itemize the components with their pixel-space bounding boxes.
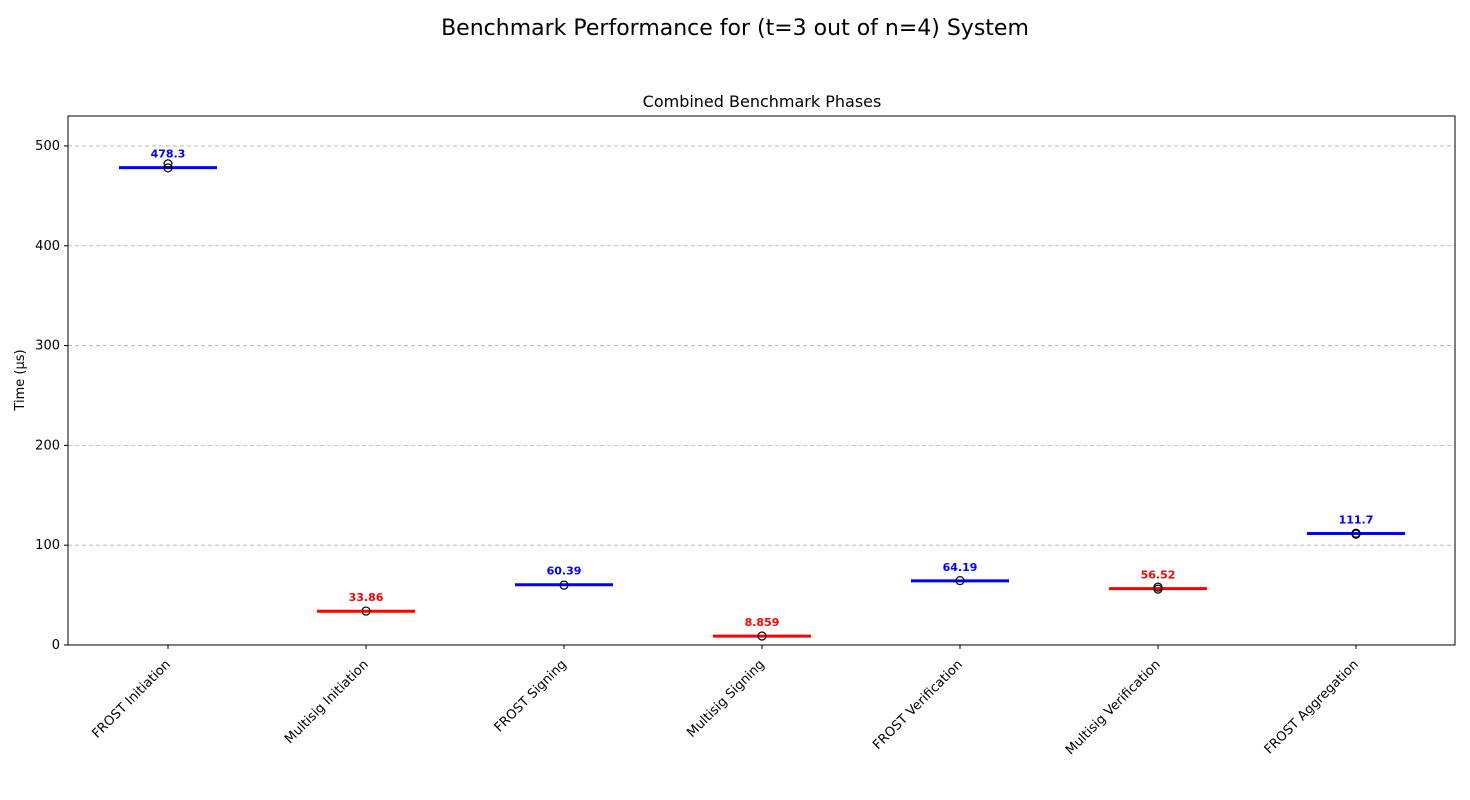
chart-title: Combined Benchmark Phases	[643, 92, 882, 111]
y-axis: 0 100 200 300 400 500	[35, 139, 68, 653]
value-label: 64.19	[943, 561, 978, 574]
chart-suptitle: Benchmark Performance for (t=3 out of n=…	[441, 16, 1029, 41]
outlier-point	[361, 606, 371, 616]
y-tick-label: 100	[35, 538, 60, 553]
y-tick-label: 300	[35, 339, 60, 354]
outlier-point	[163, 159, 173, 169]
outlier-point	[163, 163, 173, 173]
value-label: 478.3	[151, 148, 186, 161]
y-tick-label: 400	[35, 239, 60, 254]
value-label: 111.7	[1339, 514, 1374, 527]
y-tick-label: 500	[35, 139, 60, 154]
y-axis-label: Time (µs)	[13, 349, 28, 411]
outlier-point	[955, 576, 965, 586]
plot-frame	[67, 115, 1456, 646]
outlier-point	[1351, 529, 1361, 539]
outlier-point	[1153, 584, 1163, 594]
x-tick-label: FROST Signing	[492, 657, 570, 735]
value-label: 33.86	[349, 591, 384, 604]
x-tick-label: FROST Aggregation	[1262, 657, 1362, 757]
x-tick-label: FROST Verification	[870, 657, 966, 753]
value-label: 60.39	[547, 565, 582, 578]
x-tick-label: Multisig Initiation	[282, 657, 372, 747]
value-label: 56.52	[1141, 569, 1176, 582]
y-tick-label: 200	[35, 438, 60, 453]
x-tick-label: Multisig Verification	[1063, 657, 1164, 758]
x-tick-label: Multisig Signing	[684, 657, 767, 740]
grid-lines	[68, 145, 1455, 546]
value-label: 8.859	[745, 616, 780, 629]
outlier-point	[559, 580, 569, 590]
x-axis: FROST Initiation Multisig Initiation FROST…	[89, 645, 1362, 758]
x-tick-label: FROST Initiation	[89, 657, 173, 741]
plot-marks: 478.3 33.86 60.39 8.859 64.19 56.52 111.7	[119, 148, 1405, 641]
outlier-point	[757, 631, 767, 641]
y-tick-label: 0	[52, 638, 60, 653]
